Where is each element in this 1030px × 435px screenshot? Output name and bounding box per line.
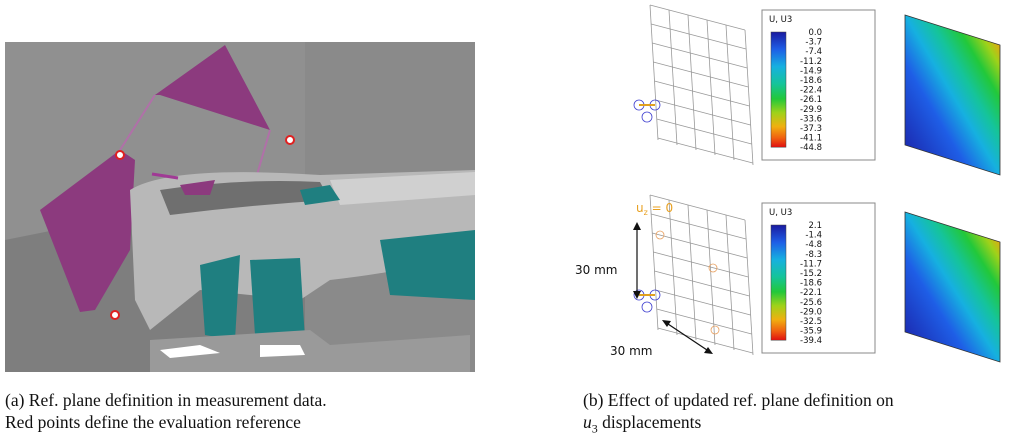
legend-label: -22.1 bbox=[800, 288, 822, 298]
mesh-line bbox=[656, 308, 752, 335]
mesh-line bbox=[653, 61, 749, 88]
color-bar bbox=[770, 31, 787, 148]
legends: U, U30.0-3.7-7.4-11.2-14.9-18.6-22.4-26.… bbox=[761, 9, 876, 354]
legend-label: -14.9 bbox=[800, 66, 822, 76]
legend-label: -18.6 bbox=[800, 279, 822, 289]
legend-label: -8.3 bbox=[805, 250, 822, 260]
legend-label: -7.4 bbox=[805, 47, 822, 57]
mesh-line bbox=[706, 19, 716, 156]
figure: U, U30.0-3.7-7.4-11.2-14.9-18.6-22.4-26.… bbox=[5, 4, 1001, 372]
mesh-line bbox=[657, 137, 753, 164]
caption-line: u3 displacements bbox=[583, 412, 702, 435]
caption-line: (a) Ref. plane definition in measurement… bbox=[5, 390, 327, 410]
mesh-line bbox=[652, 42, 748, 69]
legend-label: -11.2 bbox=[800, 57, 822, 67]
caption-line: Red points define the evaluation referen… bbox=[5, 412, 301, 432]
legend-label: -32.5 bbox=[800, 317, 822, 327]
contour-plates bbox=[904, 14, 1001, 363]
legend-title: U, U3 bbox=[769, 208, 792, 218]
legend-label: -33.6 bbox=[800, 114, 822, 124]
mesh-line bbox=[655, 289, 751, 316]
support-symbol bbox=[708, 263, 718, 273]
mesh-line bbox=[649, 194, 746, 221]
caption-line: (b) Effect of updated ref. plane definit… bbox=[583, 390, 894, 410]
support-symbol bbox=[641, 111, 653, 123]
dimension-label: 30 mm bbox=[610, 344, 652, 358]
legend-label: -26.1 bbox=[800, 95, 822, 105]
caption-a: (a) Ref. plane definition in measurement… bbox=[5, 389, 327, 433]
mesh-line bbox=[654, 270, 750, 297]
legend-label: -39.4 bbox=[800, 336, 822, 346]
mesh-line bbox=[654, 80, 750, 107]
mesh-line bbox=[649, 194, 659, 331]
mesh-line bbox=[706, 209, 716, 346]
legend-label: -4.8 bbox=[805, 240, 822, 250]
mesh-line bbox=[725, 24, 735, 161]
support-symbol bbox=[710, 325, 720, 335]
support-symbol bbox=[655, 230, 665, 240]
dimension-arrow bbox=[664, 321, 711, 353]
color-bar bbox=[770, 224, 787, 341]
legend-label: -22.4 bbox=[800, 86, 822, 96]
legend-label: 0.0 bbox=[808, 28, 822, 38]
mesh-line bbox=[649, 4, 659, 141]
mesh-line bbox=[687, 204, 697, 341]
mesh-line bbox=[656, 118, 752, 145]
dimension-label: 30 mm bbox=[575, 263, 617, 277]
support-symbol bbox=[641, 301, 653, 313]
caption-b: (b) Effect of updated ref. plane definit… bbox=[583, 389, 894, 435]
mesh-line bbox=[668, 9, 678, 146]
legend-title: U, U3 bbox=[769, 15, 792, 25]
legend-label: -41.1 bbox=[800, 134, 822, 144]
mesh-line bbox=[744, 29, 754, 166]
legend-label: -11.7 bbox=[800, 259, 822, 269]
mesh-line bbox=[653, 251, 749, 278]
legend-label: -44.8 bbox=[800, 143, 822, 153]
legend-label: -18.6 bbox=[800, 76, 822, 86]
legend-label: -1.4 bbox=[805, 231, 822, 241]
legend-label: -25.6 bbox=[800, 298, 822, 308]
mesh-line bbox=[649, 4, 746, 31]
mesh-line bbox=[652, 232, 748, 259]
legend-label: -37.3 bbox=[800, 124, 822, 134]
legend-label: -3.7 bbox=[805, 38, 822, 48]
legend-label: -35.9 bbox=[800, 327, 822, 337]
mesh-line bbox=[655, 99, 751, 126]
mesh-line bbox=[725, 214, 735, 351]
legend-label: -29.0 bbox=[800, 307, 822, 317]
legend-label: -29.9 bbox=[800, 105, 822, 115]
mesh-line bbox=[650, 23, 747, 50]
scan-image bbox=[5, 42, 475, 372]
fe-meshes bbox=[633, 4, 754, 356]
legend-label: -15.2 bbox=[800, 269, 822, 279]
constraint-label: uz = 0 bbox=[636, 201, 673, 217]
mesh-line bbox=[744, 219, 754, 356]
mesh-line bbox=[687, 14, 697, 151]
mesh-line bbox=[657, 327, 753, 354]
mesh-line bbox=[668, 199, 678, 336]
legend-label: 2.1 bbox=[808, 221, 822, 231]
mesh-line bbox=[650, 213, 747, 240]
